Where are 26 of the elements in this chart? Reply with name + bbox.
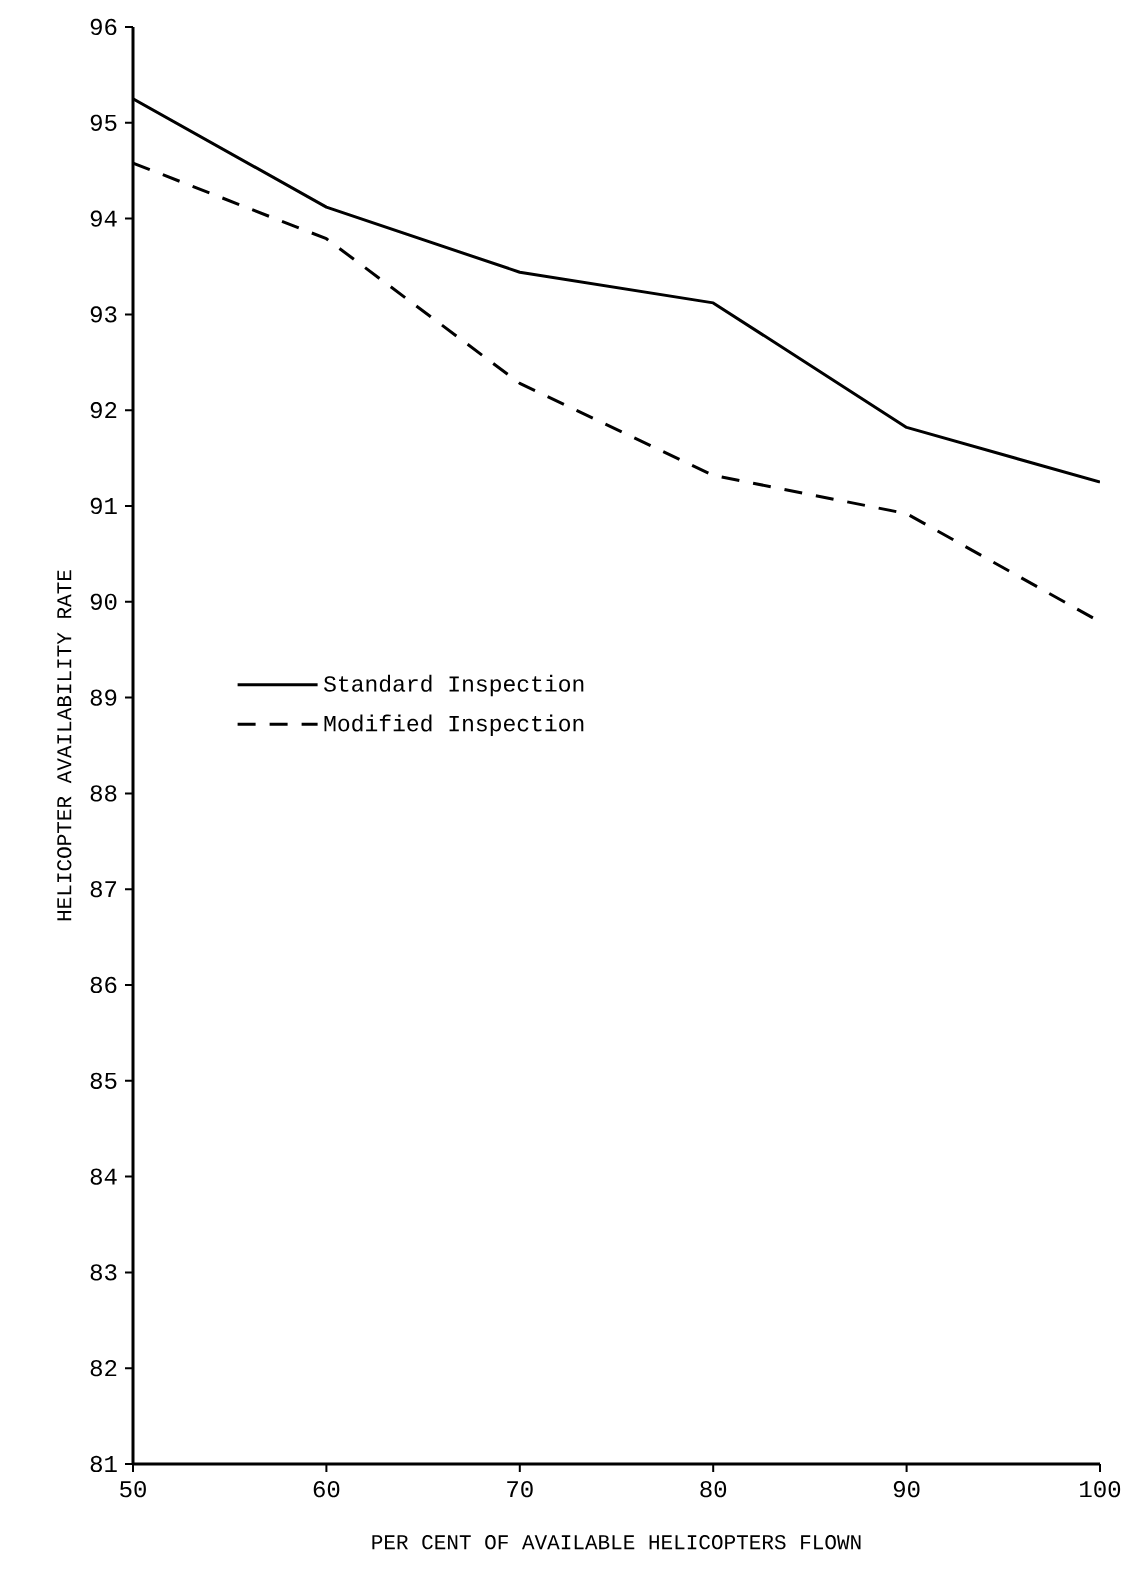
- y-tick-label: 82: [90, 1360, 117, 1377]
- y-tick-label: 88: [90, 785, 117, 802]
- y-tick-label: 81: [90, 1455, 117, 1473]
- x-tick-label: 60: [313, 1481, 340, 1498]
- y-tick-label: 96: [90, 18, 117, 36]
- x-tick-label: 80: [700, 1481, 726, 1498]
- y-tick-label: 94: [90, 210, 117, 227]
- y-tick-label: 87: [90, 881, 116, 898]
- x-tick-label: 100: [1080, 1481, 1120, 1498]
- y-tick-label: 84: [90, 1168, 117, 1185]
- x-tick-label: 90: [893, 1481, 920, 1498]
- y-axis-title: HELICOPTER AVAILABILITY RATE: [57, 570, 72, 921]
- legend-label: Standard Inspection: [323, 674, 584, 697]
- y-tick-label: 92: [90, 402, 117, 419]
- y-tick-label: 86: [90, 976, 117, 994]
- y-tick-label: 90: [90, 593, 117, 610]
- y-tick-label: 89: [90, 689, 117, 706]
- y-tick-label: 83: [90, 1264, 117, 1281]
- y-tick-label: 91: [90, 497, 117, 515]
- y-tick-label: 85: [90, 1072, 117, 1089]
- legend-label: Modified Inspection: [324, 714, 584, 736]
- x-axis-title: PER CENT OF AVAILABLE HELICOPTERS FLOWN: [372, 1535, 861, 1550]
- y-tick-label: 93: [90, 306, 117, 323]
- y-tick-label: 95: [90, 114, 117, 131]
- x-tick-label: 50: [119, 1481, 146, 1498]
- x-tick-label: 70: [507, 1481, 533, 1498]
